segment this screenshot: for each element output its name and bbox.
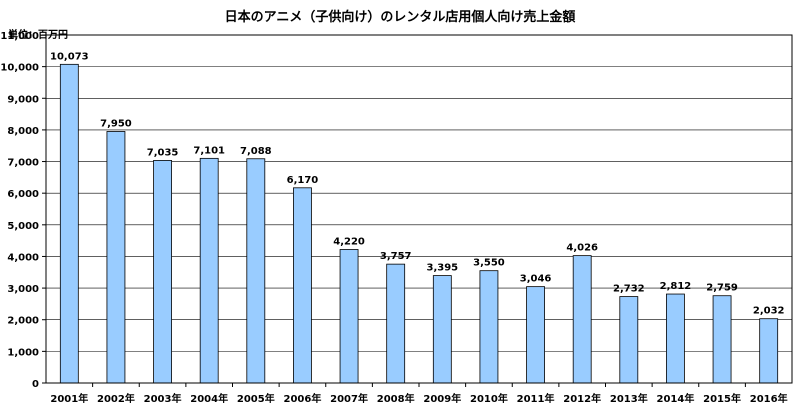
x-tick-label: 2010年 [470, 392, 508, 405]
y-tick-label: 6,000 [7, 189, 39, 200]
bar [666, 293, 685, 384]
bar [246, 158, 266, 384]
y-tick-label: 0 [32, 379, 39, 390]
data-labels: 10,073 7,950 7,035 7,101 7,088 6,170 4,220 3,75… [50, 51, 785, 316]
bar [59, 63, 79, 384]
data-label: 10,073 [50, 51, 89, 62]
y-tick-label: 1,000 [7, 347, 39, 358]
data-label: 2,812 [660, 281, 692, 292]
x-tick-label: 2013年 [610, 392, 648, 405]
x-tick-label: 2015年 [703, 392, 741, 405]
x-axis-ticks: 2001年 2002年 2003年 2004年 2005年 2006年 2007年 2008年… [50, 383, 788, 405]
plot-frame [45, 34, 793, 384]
x-tick-label: 2004年 [190, 392, 228, 405]
bar [199, 157, 219, 384]
data-label: 3,046 [520, 274, 552, 285]
x-tick-label: 2003年 [144, 392, 182, 405]
y-tick-label: 8,000 [7, 126, 39, 137]
unit-label: 単位：百万円 [8, 28, 68, 41]
x-tick-label: 2006年 [284, 392, 322, 405]
bar [106, 131, 126, 384]
x-tick-label: 2009年 [423, 392, 461, 405]
data-label: 2,732 [613, 284, 645, 295]
bar [386, 263, 406, 384]
x-tick-label: 2011年 [517, 392, 555, 405]
x-tick-label: 2012年 [563, 392, 601, 405]
y-tick-label: 4,000 [7, 252, 39, 263]
y-tick-label: 11,000 [0, 31, 39, 42]
data-label: 2,759 [706, 283, 738, 294]
data-label: 7,035 [147, 147, 179, 158]
bar [526, 286, 545, 384]
chart-title: 日本のアニメ（子供向け）のレンタル店用個人向け売上金額 [225, 9, 576, 25]
data-label: 4,026 [566, 243, 598, 254]
plot-border [45, 34, 793, 384]
x-tick-label: 2001年 [50, 392, 88, 405]
data-label: 2,032 [753, 306, 785, 317]
data-label: 6,170 [287, 175, 319, 186]
x-tick-label: 2008年 [377, 392, 415, 405]
bar [432, 275, 452, 384]
y-tick-label: 9,000 [7, 94, 39, 105]
bar [153, 160, 172, 384]
data-label: 3,757 [380, 251, 412, 262]
x-tick-label: 2005年 [237, 392, 275, 405]
y-tick-label: 7,000 [7, 158, 39, 169]
bar [339, 249, 359, 384]
bar [712, 295, 732, 384]
y-tick-label: 10,000 [0, 63, 39, 74]
x-tick-label: 2016年 [750, 392, 788, 405]
bar [759, 318, 779, 384]
bar [572, 255, 592, 384]
data-label: 3,550 [473, 258, 505, 269]
x-tick-label: 2014年 [657, 392, 695, 405]
data-label: 7,950 [100, 118, 132, 129]
x-tick-label: 2002年 [97, 392, 135, 405]
y-axis-ticks: 0 1,000 2,000 3,000 4,000 5,000 6,000 7,000 8,00… [0, 31, 46, 390]
y-tick-label: 5,000 [7, 221, 39, 232]
data-label: 7,101 [193, 145, 225, 156]
bar [619, 296, 639, 384]
x-tick-label: 2007年 [330, 392, 368, 405]
data-label: 7,088 [240, 146, 272, 157]
data-label: 3,395 [426, 263, 458, 274]
y-tick-label: 3,000 [7, 284, 39, 295]
data-label: 4,220 [333, 236, 365, 247]
bar [293, 187, 312, 384]
bars [59, 63, 779, 384]
bar [479, 270, 499, 384]
y-tick-label: 2,000 [7, 316, 39, 327]
